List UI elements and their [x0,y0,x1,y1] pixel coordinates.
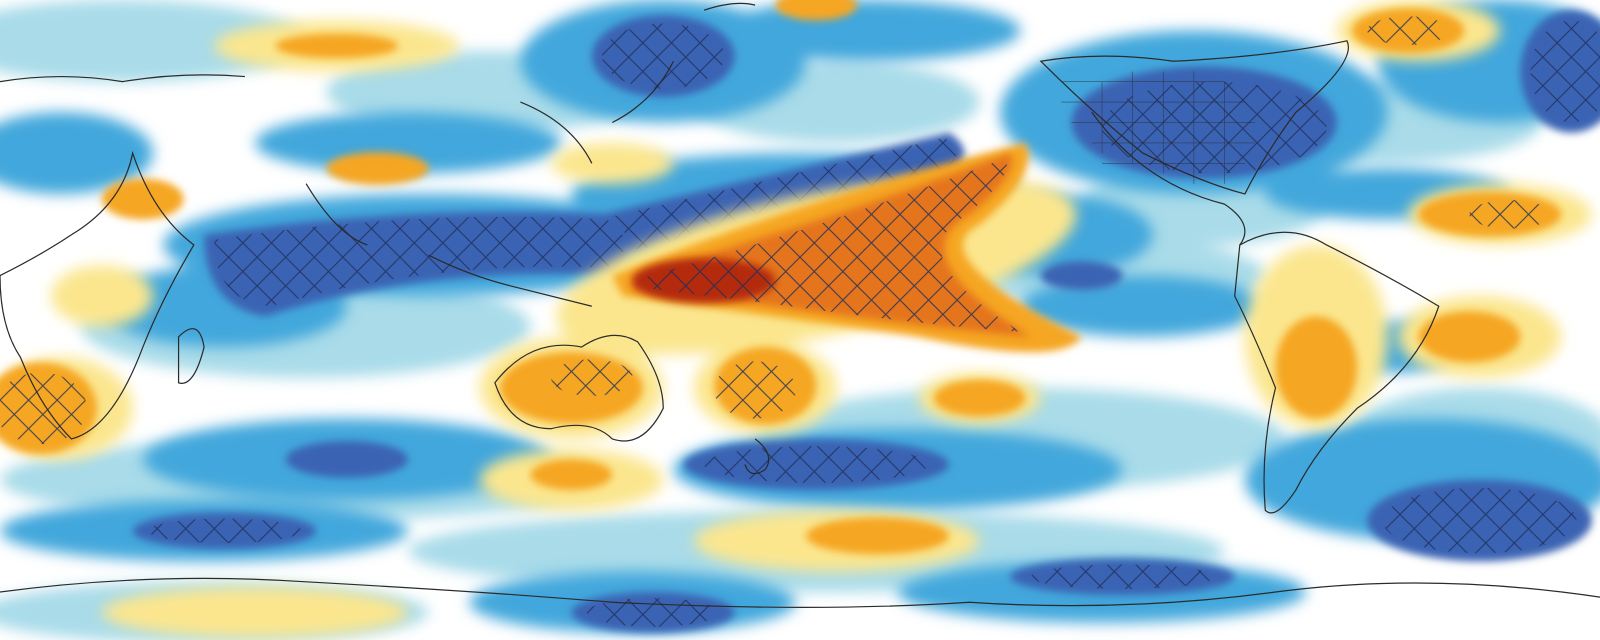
coastlines [0,2,1600,608]
significance-hatching [147,20,1600,627]
state-borders [1061,71,1256,184]
significance-hatching-warm [0,16,1552,445]
